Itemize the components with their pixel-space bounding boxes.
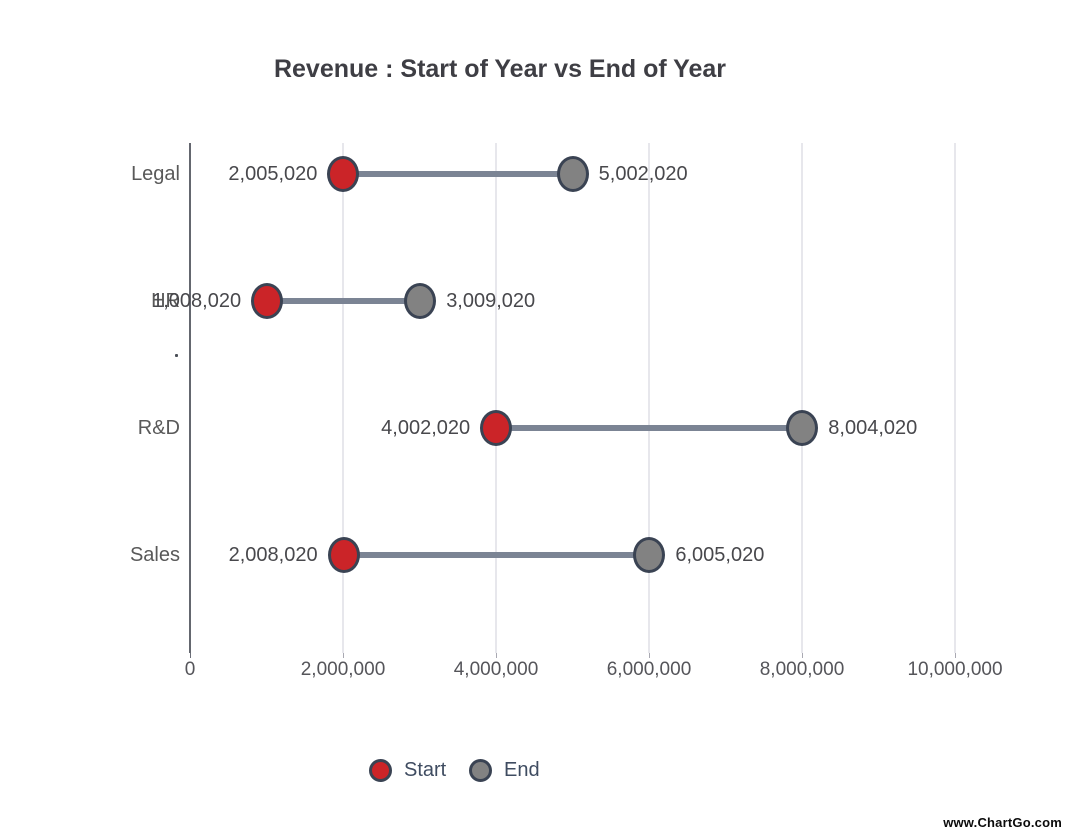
- x-tick-label: 4,000,000: [453, 659, 539, 680]
- end-marker: [786, 410, 819, 446]
- end-value-label: 3,009,020: [446, 290, 536, 312]
- category-label: Sales: [129, 544, 180, 566]
- chartgo-watermark: www.ChartGo.com: [943, 815, 1062, 830]
- end-marker: [556, 156, 589, 192]
- x-tick-label: 10,000,000: [907, 659, 1003, 680]
- end-marker: [404, 283, 437, 319]
- end-value-label: 8,004,020: [828, 417, 918, 439]
- x-axis-tick: [801, 653, 803, 658]
- connector-line: [267, 298, 421, 304]
- stray-dot-artifact: [175, 354, 178, 357]
- start-value-label: 1,008,020: [152, 290, 242, 312]
- start-value-label: 4,002,020: [381, 417, 471, 439]
- category-label: HR: [151, 290, 180, 312]
- start-marker: [251, 283, 284, 319]
- end-value-label: 6,005,020: [675, 544, 765, 566]
- start-marker: [480, 410, 513, 446]
- x-tick-label: 8,000,000: [759, 659, 845, 680]
- x-axis-tick: [189, 653, 191, 658]
- end-value-label: 5,002,020: [598, 163, 688, 185]
- x-axis-tick: [495, 653, 497, 658]
- x-axis-tick: [342, 653, 344, 658]
- x-axis-tick: [954, 653, 956, 658]
- connector-line: [343, 171, 573, 177]
- start-value-label: 2,008,020: [228, 544, 318, 566]
- start-marker: [327, 537, 360, 573]
- x-tick-label: 0: [184, 659, 196, 680]
- category-label: Legal: [131, 163, 180, 185]
- connector-line: [343, 552, 650, 558]
- chart-title: Revenue : Start of Year vs End of Year: [273, 55, 727, 83]
- gridline: [801, 143, 803, 653]
- gridline: [495, 143, 497, 653]
- start-value-label: 2,005,020: [228, 163, 318, 185]
- category-label: R&D: [137, 417, 180, 439]
- connector-line: [496, 425, 803, 431]
- x-axis-tick: [648, 653, 650, 658]
- gridline: [342, 143, 344, 653]
- start-marker: [327, 156, 360, 192]
- gridline: [954, 143, 956, 653]
- end-marker: [633, 537, 666, 573]
- y-axis-line: [189, 143, 191, 653]
- x-tick-label: 2,000,000: [300, 659, 386, 680]
- x-tick-label: 6,000,000: [606, 659, 692, 680]
- gridline: [648, 143, 650, 653]
